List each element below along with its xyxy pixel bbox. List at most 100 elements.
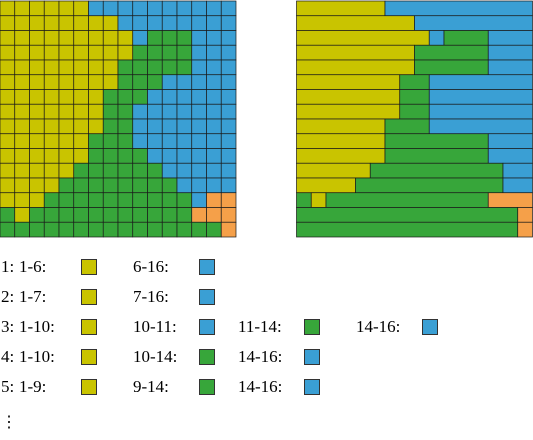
grid-cell-yellow bbox=[29, 133, 45, 149]
grid-cell-yellow bbox=[58, 103, 75, 120]
grid-cell-green bbox=[102, 177, 119, 194]
grid-cell-yellow bbox=[0, 74, 16, 90]
grid-cell-yellow bbox=[0, 89, 16, 105]
run-range-label: 9-14: bbox=[133, 377, 169, 396]
grid-cell-green bbox=[58, 192, 75, 208]
grid-cell-yellow bbox=[58, 148, 75, 164]
grid-cell-blue bbox=[206, 103, 222, 120]
run-segment-green bbox=[399, 74, 430, 90]
color-swatch-yellow bbox=[81, 259, 97, 275]
grid-cell-green bbox=[176, 207, 193, 223]
run-range-label: 1-7: bbox=[19, 287, 47, 306]
run-segment-yellow bbox=[296, 44, 415, 61]
grid-cell-blue bbox=[220, 44, 237, 61]
run-range-label: 1-9: bbox=[19, 377, 47, 396]
grid-cell-blue bbox=[206, 74, 222, 90]
grid-cell-green bbox=[176, 44, 193, 61]
grid-cell-yellow bbox=[14, 133, 30, 149]
grid-cell-blue bbox=[176, 103, 193, 120]
grid-cell-blue bbox=[206, 15, 222, 31]
grid-cell-blue bbox=[191, 118, 207, 135]
grid-cell-orange bbox=[206, 192, 222, 208]
grid-cell-yellow bbox=[88, 59, 104, 76]
run-range-label: 14-16: bbox=[238, 377, 283, 396]
grid-cell-yellow bbox=[58, 44, 75, 61]
grid-cell-green bbox=[132, 44, 148, 61]
run-segment-green bbox=[325, 192, 489, 208]
grid-cell-green bbox=[147, 44, 163, 61]
grid-cell-yellow bbox=[43, 0, 60, 17]
color-swatch-yellow bbox=[81, 379, 97, 395]
run-range-label: 14-16: bbox=[238, 347, 283, 366]
run-segment-yellow bbox=[296, 30, 430, 46]
run-range-label: 14-16: bbox=[356, 317, 401, 336]
run-segment-yellow bbox=[296, 162, 371, 179]
grid-cell-blue bbox=[161, 0, 178, 17]
grid-cell-yellow bbox=[43, 44, 60, 61]
grid-cell-yellow bbox=[58, 74, 75, 90]
legend-row-4: 4: 1-10: 10-14: 14-16: bbox=[0, 347, 533, 377]
run-segment-blue bbox=[487, 59, 533, 76]
run-segment-yellow bbox=[296, 133, 386, 149]
grid-cell-green bbox=[147, 74, 163, 90]
grid-cell-blue bbox=[176, 162, 193, 179]
grid-cell-green bbox=[88, 177, 104, 194]
grid-cell-green bbox=[102, 148, 119, 164]
grid-cell-yellow bbox=[43, 15, 60, 31]
run-segment-yellow bbox=[296, 0, 386, 17]
grid-cell-blue bbox=[147, 148, 163, 164]
grid-cell-green bbox=[43, 221, 60, 238]
grid-cell-yellow bbox=[88, 30, 104, 46]
color-swatch-blue bbox=[304, 349, 320, 365]
grid-cell-blue bbox=[161, 74, 178, 90]
grid-cell-green bbox=[132, 177, 148, 194]
grid-cell-blue bbox=[117, 0, 134, 17]
run-segment-yellow bbox=[296, 59, 415, 76]
grid-cell-green bbox=[206, 221, 222, 238]
color-swatch-yellow bbox=[81, 349, 97, 365]
color-swatch-blue bbox=[304, 379, 320, 395]
grid-cell-blue bbox=[176, 133, 193, 149]
grid-cell-yellow bbox=[14, 15, 30, 31]
color-swatch-green bbox=[304, 319, 320, 335]
grid-cell-blue bbox=[206, 44, 222, 61]
grid-cell-yellow bbox=[73, 103, 89, 120]
grid-cell-blue bbox=[132, 133, 148, 149]
grid-cell-green bbox=[132, 221, 148, 238]
grid-cell-yellow bbox=[88, 44, 104, 61]
grid-cell-blue bbox=[220, 74, 237, 90]
grid-cell-yellow bbox=[0, 103, 16, 120]
grid-cell-green bbox=[147, 30, 163, 46]
grid-cell-yellow bbox=[43, 148, 60, 164]
run-segment-green bbox=[443, 30, 489, 46]
grid-cell-blue bbox=[161, 148, 178, 164]
run-segment-yellow bbox=[296, 177, 356, 194]
grid-cell-green bbox=[73, 177, 89, 194]
run-segment-green bbox=[384, 118, 430, 135]
run-range-label: 7-16: bbox=[133, 287, 169, 306]
grid-cell-orange bbox=[206, 207, 222, 223]
grid-cell-yellow bbox=[58, 30, 75, 46]
run-segment-yellow bbox=[310, 192, 327, 208]
grid-cell-green bbox=[161, 44, 178, 61]
grid-cell-blue bbox=[147, 89, 163, 105]
color-swatch-yellow bbox=[81, 319, 97, 335]
grid-cell-green bbox=[176, 221, 193, 238]
grid-cell-blue bbox=[206, 118, 222, 135]
grid-cell-yellow bbox=[29, 148, 45, 164]
grid-cell-green bbox=[161, 59, 178, 76]
grid-cell-green bbox=[132, 74, 148, 90]
grid-cell-green bbox=[88, 162, 104, 179]
grid-cell-yellow bbox=[58, 59, 75, 76]
grid-cell-yellow bbox=[73, 74, 89, 90]
grid-cell-green bbox=[132, 192, 148, 208]
grid-cell-green bbox=[102, 89, 119, 105]
grid-cell-blue bbox=[220, 59, 237, 76]
legend-row-1: 1: 1-6: 6-16: bbox=[0, 257, 533, 287]
grid-cell-yellow bbox=[43, 133, 60, 149]
grid-cell-blue bbox=[191, 0, 207, 17]
grid-cell-blue bbox=[176, 15, 193, 31]
grid-cell-green bbox=[147, 177, 163, 194]
grid-cell-yellow bbox=[102, 59, 119, 76]
grid-cell-yellow bbox=[0, 44, 16, 61]
